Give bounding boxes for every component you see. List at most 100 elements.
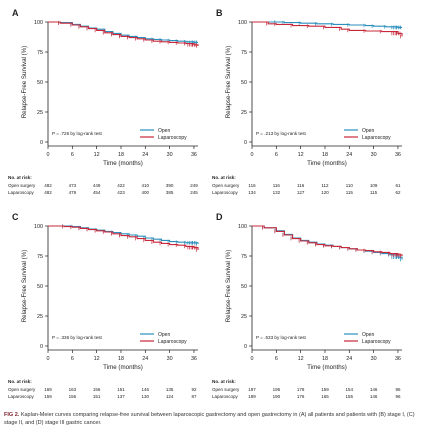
risk-row-label: Open surgery <box>8 387 36 392</box>
km-panel-d: D 0 25 50 75 100 0 6 12 18 24 30 36 Time (months) Rela… <box>212 212 403 399</box>
figure-label: FIG 2. <box>4 412 20 418</box>
risk-cell: 154 <box>346 387 354 392</box>
x-tick-label: 0 <box>251 152 254 158</box>
log-rank-annotation: P = .336 by log-rank test <box>52 335 103 340</box>
risk-cell: 115 <box>346 190 354 195</box>
risk-cell: 165 <box>321 394 329 399</box>
risk-cell: 110 <box>346 183 354 188</box>
risk-cell: 137 <box>117 394 125 399</box>
risk-table-header: No. at risk: <box>8 175 32 180</box>
risk-cell: 479 <box>69 190 77 195</box>
x-tick-label: 30 <box>371 152 377 158</box>
risk-cell: 96 <box>395 387 401 392</box>
risk-cell: 423 <box>117 190 125 195</box>
series-line-laparoscopy <box>252 21 403 37</box>
risk-cell: 135 <box>166 387 174 392</box>
legend-label: Open <box>362 332 374 338</box>
series-line-laparoscopy <box>252 225 403 256</box>
caption-text: Kaplan-Meier curves comparing relapse-fr… <box>4 412 415 426</box>
legend-label: Laparoscopy <box>158 135 187 141</box>
km-panel-b: B 0 25 50 75 100 0 6 12 18 24 30 36 Time (months) Rela… <box>212 8 403 195</box>
x-tick-label: 12 <box>298 152 304 158</box>
risk-table-header: No. at risk: <box>212 175 236 180</box>
panel-letter: D <box>216 212 223 222</box>
legend-label: Laparoscopy <box>362 135 391 141</box>
risk-cell: 390 <box>166 183 174 188</box>
x-tick-label: 36 <box>395 356 401 362</box>
y-tick-label: 50 <box>37 80 43 86</box>
risk-cell: 151 <box>93 394 101 399</box>
y-tick-label: 75 <box>241 50 247 56</box>
y-tick-label: 100 <box>238 224 247 230</box>
risk-cell: 449 <box>93 183 101 188</box>
x-tick-label: 24 <box>346 152 352 158</box>
risk-cell: 146 <box>370 387 378 392</box>
risk-cell: 482 <box>44 190 52 195</box>
risk-cell: 115 <box>370 190 378 195</box>
y-tick-label: 0 <box>244 140 247 146</box>
y-tick-label: 50 <box>37 284 43 290</box>
risk-cell: 249 <box>190 183 198 188</box>
x-tick-label: 18 <box>322 356 328 362</box>
x-tick-label: 0 <box>47 356 50 362</box>
risk-cell: 116 <box>273 183 281 188</box>
x-tick-label: 0 <box>47 152 50 158</box>
risk-cell: 473 <box>69 183 77 188</box>
y-tick-label: 25 <box>37 110 43 116</box>
risk-cell: 169 <box>44 387 52 392</box>
risk-row-label: Open surgery <box>212 183 240 188</box>
risk-cell: 156 <box>69 394 77 399</box>
risk-cell: 197 <box>248 387 256 392</box>
x-tick-label: 24 <box>142 152 148 158</box>
risk-cell: 178 <box>297 387 305 392</box>
risk-cell: 120 <box>321 190 329 195</box>
log-rank-annotation: P = .213 by log-rank test <box>256 131 307 136</box>
x-tick-label: 36 <box>395 152 401 158</box>
y-tick-label: 25 <box>241 314 247 320</box>
km-panel-c: C 0 25 50 75 100 0 6 12 18 24 30 36 Time (months) Rela… <box>8 212 199 399</box>
risk-cell: 146 <box>142 387 150 392</box>
risk-table-header: No. at risk: <box>212 379 236 384</box>
risk-row-label: Laparoscopy <box>8 394 35 399</box>
x-tick-label: 30 <box>167 152 173 158</box>
risk-cell: 132 <box>273 190 281 195</box>
risk-cell: 96 <box>395 394 401 399</box>
x-tick-label: 30 <box>371 356 377 362</box>
risk-cell: 245 <box>190 190 198 195</box>
risk-cell: 159 <box>321 387 329 392</box>
risk-cell: 116 <box>248 183 256 188</box>
risk-cell: 134 <box>248 190 256 195</box>
series-line-laparoscopy <box>48 225 199 250</box>
panel-letter: B <box>216 8 223 18</box>
risk-cell: 159 <box>44 394 52 399</box>
x-tick-label: 18 <box>118 152 124 158</box>
risk-cell: 116 <box>297 183 305 188</box>
x-tick-label: 6 <box>71 152 74 158</box>
risk-cell: 176 <box>297 394 305 399</box>
y-tick-label: 100 <box>34 20 43 26</box>
y-tick-label: 50 <box>241 284 247 290</box>
log-rank-annotation: P = .533 by log-rank test <box>256 335 307 340</box>
risk-cell: 127 <box>297 190 305 195</box>
risk-row-label: Open surgery <box>8 183 36 188</box>
risk-cell: 410 <box>142 183 150 188</box>
y-tick-label: 0 <box>40 140 43 146</box>
risk-row-label: Laparoscopy <box>212 394 239 399</box>
risk-cell: 385 <box>166 190 174 195</box>
y-tick-label: 75 <box>37 50 43 56</box>
legend-label: Open <box>158 332 170 338</box>
y-axis-title: Relapse-Free Survival (%) <box>225 250 232 323</box>
risk-row-label: Laparoscopy <box>8 190 35 195</box>
risk-cell: 156 <box>93 387 101 392</box>
series-line-open <box>252 21 402 28</box>
x-tick-label: 12 <box>94 356 100 362</box>
y-axis-title: Relapse-Free Survival (%) <box>21 46 28 119</box>
figure-caption: FIG 2. Kaplan-Meier curves comparing rel… <box>4 411 418 427</box>
panel-letter: A <box>12 8 19 18</box>
panel-letter: C <box>12 212 19 222</box>
x-tick-label: 30 <box>167 356 173 362</box>
risk-cell: 190 <box>273 394 281 399</box>
risk-row-label: Open surgery <box>212 387 240 392</box>
x-tick-label: 6 <box>275 356 278 362</box>
x-axis-title: Time (months) <box>103 160 143 167</box>
